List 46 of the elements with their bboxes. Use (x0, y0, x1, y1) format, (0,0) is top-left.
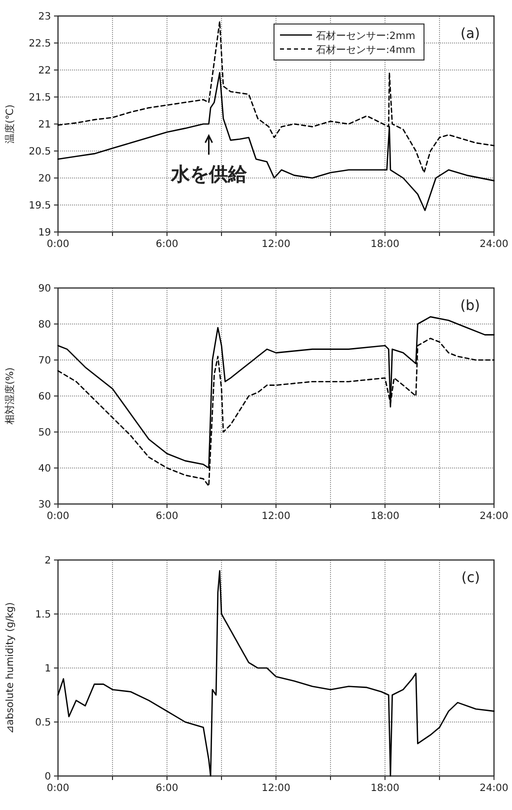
y-tick-label: 70 (38, 356, 51, 366)
legend-label: 石材ーセンサー:4mm (316, 44, 416, 56)
y-tick-label: 80 (38, 320, 51, 330)
y-tick-label: 2 (44, 556, 51, 566)
annotation: (c) (461, 570, 480, 586)
x-tick-label: 0:00 (46, 239, 70, 250)
annotation: 水を供給 (170, 164, 248, 186)
y-tick-label: 0.5 (35, 718, 51, 728)
y-tick-label: 22 (38, 66, 51, 76)
y-tick-label: 0 (44, 772, 51, 782)
y-axis-title: 温度(℃) (4, 104, 16, 144)
y-tick-label: 21 (38, 120, 51, 130)
x-tick-label: 6:00 (156, 783, 178, 794)
y-axis-title: 相対湿度(%) (4, 367, 16, 425)
x-tick-label: 6:00 (156, 239, 178, 250)
y-tick-label: 21.5 (28, 92, 51, 104)
x-tick-label: 18:00 (370, 783, 400, 794)
y-tick-label: 20.5 (28, 146, 51, 158)
y-tick-label: 60 (38, 392, 51, 402)
y-tick-label: 20 (38, 174, 51, 184)
y-tick-label: 50 (38, 428, 51, 438)
x-tick-label: 12:00 (262, 511, 290, 522)
x-tick-label: 24:00 (480, 239, 508, 250)
annotation: (b) (460, 298, 480, 314)
line-series (57, 570, 495, 777)
x-tick-label: 0:00 (46, 511, 70, 522)
y-tick-label: 40 (38, 464, 51, 474)
x-tick-label: 12:00 (262, 783, 290, 794)
annotation: (a) (460, 26, 480, 42)
y-tick-label: 30 (38, 500, 51, 510)
y-tick-label: 19 (38, 228, 51, 238)
x-tick-label: 18:00 (370, 239, 400, 250)
y-tick-label: 22.5 (28, 38, 51, 50)
y-tick-label: 1.5 (35, 610, 51, 620)
legend-label: 石材ーセンサー:2mm (316, 30, 416, 42)
x-tick-label: 6:00 (156, 511, 178, 522)
y-tick-label: 23 (38, 12, 51, 22)
x-tick-label: 18:00 (370, 511, 400, 522)
x-tick-label: 0:00 (46, 783, 70, 794)
y-tick-label: 1 (44, 664, 51, 674)
x-tick-label: 24:00 (480, 511, 508, 522)
x-tick-label: 12:00 (262, 239, 290, 250)
y-axis-title: ⊿absolute humidity (g/kg) (5, 602, 16, 734)
x-tick-label: 24:00 (480, 783, 508, 794)
y-tick-label: 90 (38, 284, 51, 294)
y-tick-label: 19.5 (28, 200, 51, 212)
